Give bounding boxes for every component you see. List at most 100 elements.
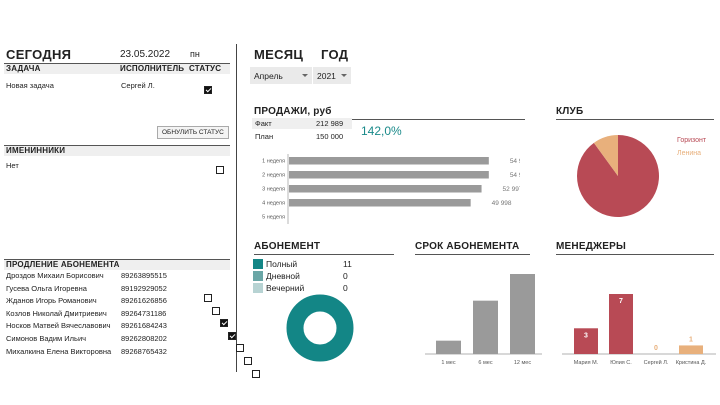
manager-bar xyxy=(574,328,598,354)
week-value: 52 997 xyxy=(503,186,520,193)
renewal-phone: 89263895515 xyxy=(121,271,167,280)
renewal-phone: 89264731186 xyxy=(121,308,167,318)
chevron-down-icon xyxy=(341,74,347,77)
week-value: 54 997 xyxy=(510,158,520,165)
term-bar xyxy=(510,274,535,354)
sales-title: ПРОДАЖИ, руб xyxy=(254,106,525,120)
manager-value: 7 xyxy=(619,298,623,305)
tasks-header xyxy=(4,63,230,74)
week-bar xyxy=(289,157,489,165)
renewal-name: Жданов Игорь Романович xyxy=(6,296,97,306)
legend-label: Вечерний xyxy=(266,283,305,293)
today-weekday: пн xyxy=(190,49,200,59)
plan-value: 150 000 xyxy=(316,132,344,141)
fact-row-bg xyxy=(252,118,352,129)
term-label: 1 мес xyxy=(441,360,455,366)
today-title: СЕГОДНЯ xyxy=(6,47,72,62)
col-exec: ИСПОЛНИТЕЛЬ xyxy=(120,64,185,73)
col-status: СТАТУС xyxy=(189,64,222,73)
managers-title: МЕНЕДЖЕРЫ xyxy=(556,241,714,255)
renewal-checkbox[interactable] xyxy=(252,369,260,378)
task-exec: Сергей Л. xyxy=(121,81,155,90)
renewal-checkbox[interactable] xyxy=(204,294,212,302)
pie-slice xyxy=(593,135,618,176)
reset-status-button[interactable]: ОБНУЛИТЬ СТАТУС xyxy=(157,126,229,139)
renewal-phone: 89262808202 xyxy=(121,334,167,343)
term-title: СРОК АБОНЕМЕНТА xyxy=(415,241,530,255)
renewal-name: Гусева Ольга Игоревна xyxy=(6,283,87,293)
manager-bar xyxy=(609,294,633,354)
renewal-title: ПРОДЛЕНИЕ АБОНЕМЕНТА xyxy=(6,260,120,269)
task-status-checkbox[interactable] xyxy=(204,86,212,94)
manager-value: 1 xyxy=(689,336,693,343)
week-label: 4 неделя xyxy=(262,201,285,207)
week-value: 54 997 xyxy=(510,172,520,179)
club-pie-chart: Горизонт Ленина xyxy=(577,135,707,217)
week-label: 5 неделя xyxy=(262,215,285,221)
renewal-phone: 89261684243 xyxy=(121,321,167,331)
week-bar xyxy=(289,185,482,193)
renewal-checkbox[interactable] xyxy=(244,357,252,365)
manager-label: Мария М. xyxy=(574,360,599,366)
managers-bar-chart: 3 Мария М. 7 Юлия С. 0 Сергей Л. 1 Кристина Д. xyxy=(562,294,716,366)
legend-count: 0 xyxy=(343,283,348,293)
birthday-name: Нет xyxy=(6,161,19,170)
legend-swatch xyxy=(253,283,263,293)
renewal-phone: 89268765432 xyxy=(121,346,167,356)
birthdays-title: ИМЕНИННИКИ xyxy=(6,146,66,155)
renewal-checkbox[interactable] xyxy=(236,344,244,353)
manager-label: Сергей Л. xyxy=(644,359,669,366)
weekly-sales-chart: 1 неделя 54 997 2 неделя 54 997 3 неделя 52 9… xyxy=(262,154,520,224)
birthday-checkbox[interactable] xyxy=(216,166,225,174)
term-bar-chart: 1 мес 6 мес 12 мес xyxy=(425,274,542,366)
manager-label: Кристина Д. xyxy=(676,360,707,366)
legend-count: 0 xyxy=(343,271,348,281)
divider xyxy=(236,44,237,372)
legend-label: Дневной xyxy=(266,271,300,281)
legend-count: 11 xyxy=(343,259,352,269)
term-label: 6 мес xyxy=(478,360,492,366)
legend-swatch xyxy=(253,259,263,269)
renewal-checkbox[interactable] xyxy=(212,306,220,315)
col-task: ЗАДАЧА xyxy=(6,64,41,73)
chevron-down-icon xyxy=(302,74,308,77)
week-bar xyxy=(289,171,489,179)
renewal-name: Михалкина Елена Викторовна xyxy=(6,346,112,356)
week-bar xyxy=(289,199,471,207)
pie-legend-label: Ленина xyxy=(677,150,701,157)
renewal-checkbox[interactable] xyxy=(228,331,236,340)
year-value: 2021 xyxy=(317,70,336,81)
manager-value: 3 xyxy=(584,332,588,339)
renewal-header xyxy=(4,259,230,270)
club-title: КЛУБ xyxy=(556,106,714,120)
month-value: Апрель xyxy=(254,70,283,81)
renewal-name: Симонов Вадим Ильич xyxy=(6,334,87,343)
renewal-phone: 89261626856 xyxy=(121,296,167,306)
today-date: 23.05.2022 xyxy=(120,49,171,60)
subscription-donut-chart xyxy=(286,294,354,362)
legend-label: Полный xyxy=(266,259,298,269)
plan-label: План xyxy=(255,132,274,141)
week-value: 49 998 xyxy=(492,200,512,207)
week-label: 1 неделя xyxy=(262,159,285,165)
month-label: МЕСЯЦ xyxy=(254,47,304,62)
sales-percent: 142,0% xyxy=(361,124,402,138)
renewal-name: Носков Матвей Вячеславович xyxy=(6,321,111,331)
fact-label: Факт xyxy=(255,119,272,128)
fact-value: 212 989 xyxy=(316,119,344,128)
manager-label: Юлия С. xyxy=(610,360,632,366)
month-select[interactable]: Апрель xyxy=(250,67,312,84)
pie-legend-label: Горизонт xyxy=(677,137,707,144)
year-select[interactable]: 2021 xyxy=(313,67,351,84)
week-label: 3 неделя xyxy=(262,187,285,193)
week-label: 2 неделя xyxy=(262,173,285,179)
term-label: 12 мес xyxy=(514,360,531,366)
renewal-name: Козлов Николай Дмитриевич xyxy=(6,308,107,318)
task-name: Новая задача xyxy=(6,81,54,90)
renewal-checkbox[interactable] xyxy=(220,319,228,328)
term-bar xyxy=(473,300,498,354)
legend-swatch xyxy=(253,271,263,281)
manager-value: 0 xyxy=(654,345,658,352)
donut-ring xyxy=(286,294,354,362)
manager-bar xyxy=(679,345,703,354)
